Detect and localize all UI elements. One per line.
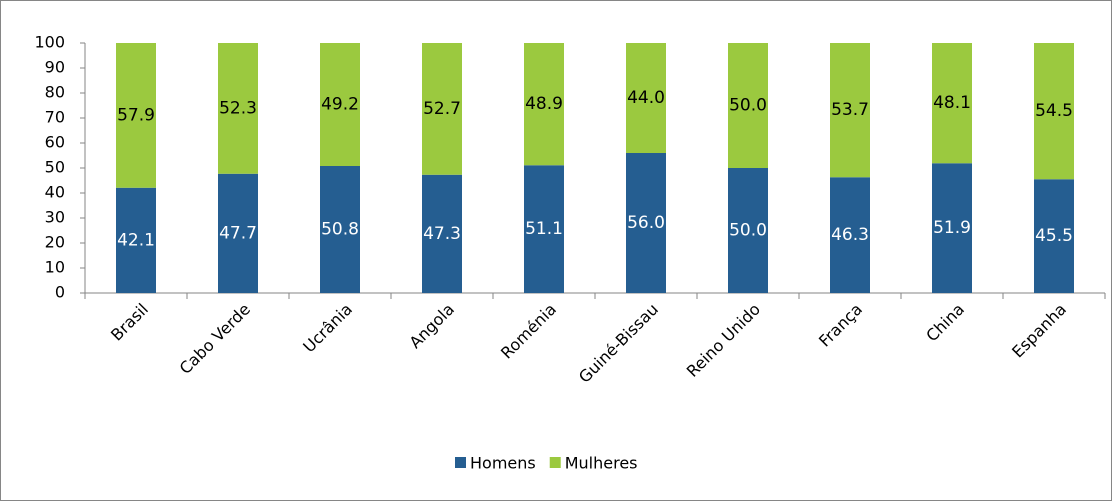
y-tick-label: 70 (45, 108, 65, 127)
data-label: 50.8 (321, 220, 359, 240)
data-label: 52.7 (423, 99, 461, 119)
y-tick-label: 30 (45, 208, 65, 227)
bar-segment (1034, 179, 1074, 293)
data-label: 57.9 (117, 105, 155, 125)
bar-segment (116, 187, 156, 293)
bar-segment (626, 153, 666, 293)
bar-segment (830, 43, 870, 178)
bar-segment (320, 166, 360, 293)
data-label: 53.7 (831, 100, 869, 120)
bar-segment (422, 174, 462, 293)
bar-segment (524, 43, 564, 166)
data-label: 47.3 (423, 224, 461, 244)
bar-segment (116, 43, 156, 188)
y-tick-label: 60 (45, 133, 65, 152)
data-label: 54.5 (1035, 101, 1073, 121)
bar-segment (422, 43, 462, 175)
data-label: 51.1 (525, 219, 563, 239)
legend-swatch (455, 457, 466, 468)
data-label: 56.0 (627, 213, 665, 233)
legend-label: Mulheres (565, 454, 638, 473)
bar-segment (728, 168, 768, 293)
bar-segment (626, 43, 666, 153)
data-label: 46.3 (831, 225, 869, 245)
data-label: 49.2 (321, 95, 359, 115)
data-label: 48.1 (933, 93, 971, 113)
data-label: 45.5 (1035, 226, 1073, 246)
bar-segment (524, 165, 564, 293)
legend-label: Homens (470, 454, 536, 473)
legend-swatch (549, 457, 561, 468)
y-tick-label: 10 (45, 258, 65, 277)
bar-segment (218, 43, 258, 174)
bar-segment (218, 173, 258, 293)
bar-segment (728, 43, 768, 168)
data-label: 51.9 (933, 218, 971, 238)
data-label: 50.0 (729, 221, 767, 241)
bar-segment (1034, 43, 1074, 180)
y-tick-label: 50 (45, 158, 65, 177)
bar-segment (932, 163, 972, 293)
y-tick-label: 100 (34, 33, 65, 52)
y-tick-label: 0 (55, 283, 65, 302)
data-label: 48.9 (525, 94, 563, 114)
data-label: 44.0 (627, 88, 665, 108)
bar-segment (320, 43, 360, 166)
data-label: 50.0 (729, 96, 767, 116)
data-label: 47.7 (219, 223, 257, 243)
y-tick-label: 40 (45, 183, 65, 202)
bar-segment (932, 43, 972, 164)
data-label: 42.1 (117, 230, 155, 250)
y-tick-label: 90 (45, 58, 65, 77)
y-tick-label: 20 (45, 233, 65, 252)
data-label: 52.3 (219, 98, 257, 118)
bar-segment (830, 177, 870, 293)
y-tick-label: 80 (45, 83, 65, 102)
